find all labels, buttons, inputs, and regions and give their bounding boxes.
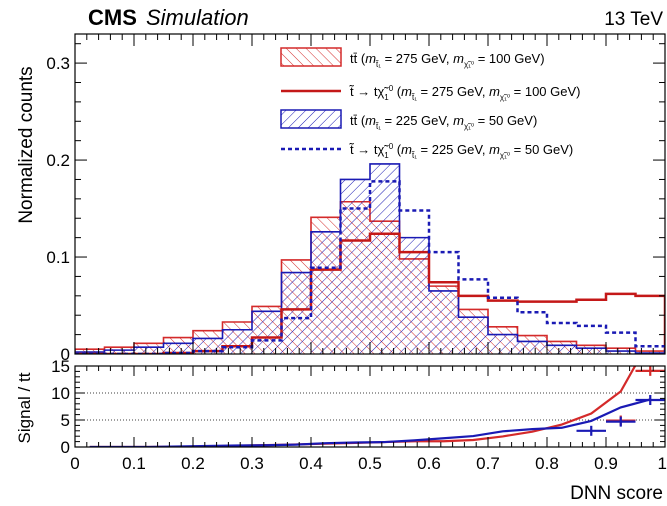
main-panel: 0 0.1 0.2 0.3 Normalized counts <box>16 33 666 364</box>
hist-bin <box>134 347 164 354</box>
ratio-panel: 0 5 10 15 0 0.1 0.2 0.3 0.4 0.5 0.6 0.7 0.8 0.9 1 Sig… <box>15 357 667 504</box>
main-y-axis: 0 0.1 0.2 0.3 <box>46 43 665 364</box>
x-tick-label: 0.2 <box>181 454 205 473</box>
ratio-y-tick-label: 15 <box>51 357 70 376</box>
hist-bin <box>458 317 488 354</box>
y-tick-label: 0.2 <box>46 151 70 170</box>
x-tick-label: 0.8 <box>535 454 559 473</box>
main-fills <box>75 163 665 354</box>
ratio-y-tick-label: 5 <box>61 411 70 430</box>
hist-bin <box>163 343 193 354</box>
hist-bin <box>488 334 518 354</box>
signal-line-1 <box>75 232 665 354</box>
x-tick-label: 0.5 <box>358 454 382 473</box>
legend-entry-tt-275: tt̄ (mt̃₁ = 275 GeV, mχ̃₁⁰ = 100 GeV) <box>280 47 545 69</box>
x-tick-label: 0.4 <box>299 454 323 473</box>
x-tick-label: 0.6 <box>417 454 441 473</box>
x-tick-label: 0.9 <box>594 454 618 473</box>
hist-bin <box>399 237 429 354</box>
ratio-y-axis: 0 5 10 15 <box>51 357 665 457</box>
y-tick-label: 0 <box>61 345 70 364</box>
hist-series-2 <box>75 163 665 354</box>
simulation-label: Simulation <box>146 5 249 30</box>
legend-label-tt-275: tt̄ (mt̃₁ = 275 GeV, mχ̃₁⁰ = 100 GeV) <box>350 51 545 69</box>
ratio-y-tick-label: 0 <box>61 438 70 457</box>
hist-bin <box>104 350 134 354</box>
hist-bin <box>252 311 282 354</box>
hist-bin <box>281 272 311 354</box>
hist-bin <box>370 163 400 354</box>
x-tick-label: 0.7 <box>476 454 500 473</box>
x-tick-label: 0.3 <box>240 454 264 473</box>
x-tick-label: 0.1 <box>122 454 146 473</box>
main-y-axis-label: Normalized counts <box>16 66 37 223</box>
legend-label-stop-275: t̃ → tχ̃10 (mt̃₁ = 275 GeV, mχ̃₁⁰ = 100 … <box>349 84 581 102</box>
hist-bin <box>606 351 636 354</box>
x-tick-label: 1 <box>658 454 667 473</box>
hist-bin <box>576 348 606 354</box>
hist-bin <box>429 290 459 354</box>
ratio-x-axis: 0 0.1 0.2 0.3 0.4 0.5 0.6 0.7 0.8 0.9 1 <box>70 366 667 473</box>
legend-entry-tt-225: tt̄ (mt̃₁ = 225 GeV, mχ̃₁⁰ = 50 GeV) <box>280 109 537 131</box>
hist-bin <box>311 231 341 354</box>
legend-entry-stop-275: t̃ → tχ̃10 (mt̃₁ = 275 GeV, mχ̃₁⁰ = 100 … <box>281 84 581 102</box>
x-tick-label: 0 <box>70 454 79 473</box>
hist-bin <box>547 345 577 354</box>
ratio-y-axis-label: Signal / tt <box>15 372 34 443</box>
legend: tt̄ (mt̃₁ = 275 GeV, mχ̃₁⁰ = 100 GeV) t̃… <box>280 47 581 160</box>
legend-swatch-tt-275 <box>280 47 342 67</box>
hist-outline <box>75 163 665 354</box>
ratio-reference-lines <box>75 392 665 421</box>
y-tick-label: 0.1 <box>46 248 70 267</box>
signal-line-3 <box>75 180 665 354</box>
hist-bin <box>517 341 547 354</box>
x-axis-label: DNN score <box>570 483 663 504</box>
main-lines <box>75 180 665 354</box>
y-tick-label: 0.3 <box>46 54 70 73</box>
ratio-frame <box>74 365 666 448</box>
experiment-label: CMS <box>88 5 137 30</box>
energy-label: 13 TeV <box>604 9 663 30</box>
legend-label-tt-225: tt̄ (mt̃₁ = 225 GeV, mχ̃₁⁰ = 50 GeV) <box>350 113 537 131</box>
ratio-y-tick-label: 10 <box>51 384 70 403</box>
legend-swatch-tt-225 <box>280 109 342 129</box>
hist-bin <box>222 329 252 354</box>
hist-bin <box>340 179 370 354</box>
legend-entry-stop-225: t̃ → tχ̃10 (mt̃₁ = 225 GeV, mχ̃₁⁰ = 50 G… <box>281 142 573 160</box>
legend-label-stop-225: t̃ → tχ̃10 (mt̃₁ = 225 GeV, mχ̃₁⁰ = 50 G… <box>349 142 574 160</box>
ratio-markers <box>576 365 665 436</box>
main-x-axis <box>74 34 666 354</box>
